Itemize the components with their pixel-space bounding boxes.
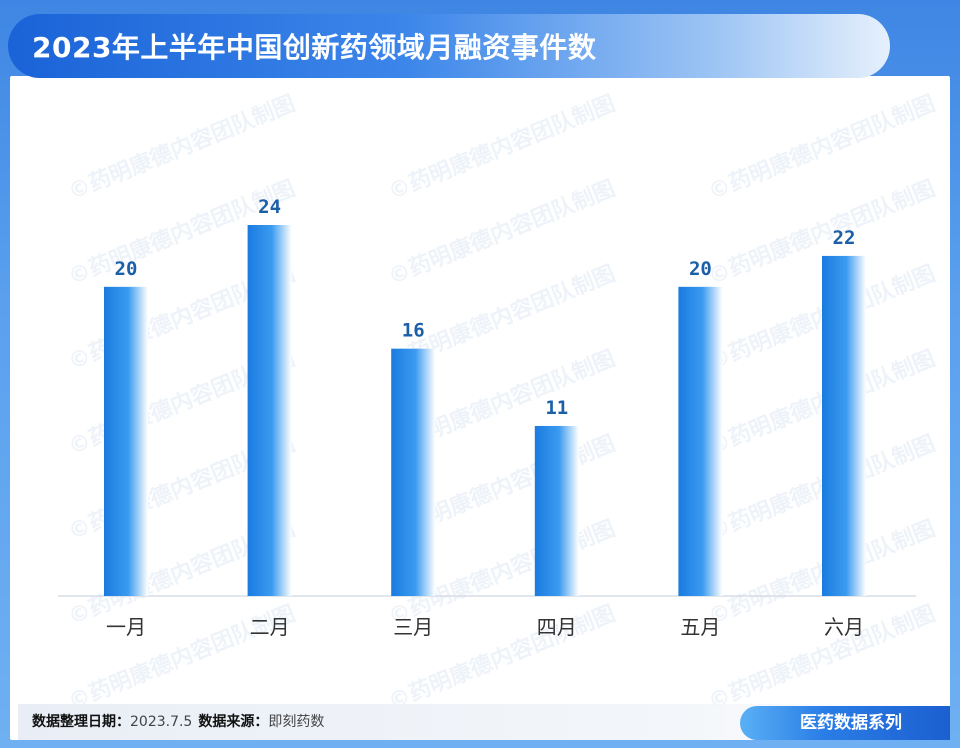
data-label-5: 20 — [689, 258, 712, 280]
source-value: 即刻药数 — [268, 714, 325, 730]
title-banner — [8, 14, 890, 78]
data-label-6: 22 — [833, 227, 856, 249]
bar-4 — [534, 425, 579, 596]
date-label: 数据整理日期： — [32, 714, 130, 730]
data-label-2: 24 — [258, 196, 281, 218]
bar-2 — [247, 225, 292, 596]
x-tick-label-2: 二月 — [250, 615, 290, 639]
x-tick-label-5: 五月 — [680, 615, 720, 639]
data-label-3: 16 — [402, 320, 425, 342]
page-title: 2023年上半年中国创新药领域月融资事件数 — [32, 31, 597, 64]
x-tick-label-3: 三月 — [393, 615, 433, 639]
chart-panel — [10, 76, 950, 740]
bar-5 — [678, 286, 723, 596]
x-tick-label-4: 四月 — [537, 615, 577, 639]
bar-1 — [104, 286, 148, 596]
x-tick-label-1: 一月 — [106, 615, 146, 639]
data-label-4: 11 — [545, 397, 568, 419]
series-label: 医药数据系列 — [800, 713, 902, 733]
source-label: 数据来源： — [198, 714, 269, 730]
data-label-1: 20 — [115, 258, 138, 280]
x-tick-label-6: 六月 — [824, 615, 864, 639]
bar-3 — [391, 348, 436, 596]
series-badge — [740, 706, 950, 740]
footer-info: 数据整理日期：2023.7.5 数据来源：即刻药数 — [32, 712, 330, 732]
date-value: 2023.7.5 — [130, 714, 193, 730]
bar-6 — [822, 255, 866, 596]
